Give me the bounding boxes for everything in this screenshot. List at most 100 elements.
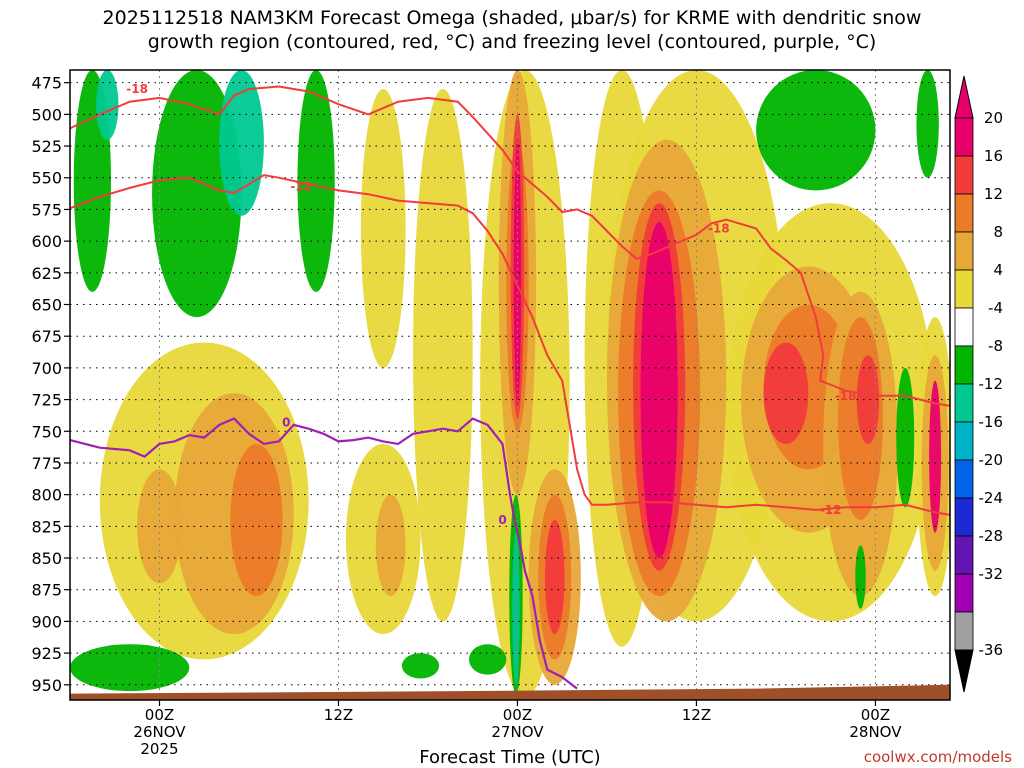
colorbar-label-10: -24	[979, 489, 1004, 507]
omega-region-teal-41	[512, 532, 520, 685]
omega-region-red-20	[545, 520, 565, 635]
y-tick-label-675: 675	[31, 327, 62, 346]
contour-lines	[70, 85, 950, 690]
y-tick-label-475: 475	[31, 74, 62, 93]
y-tick-label-825: 825	[31, 517, 62, 536]
colorbar-label-0: 20	[984, 109, 1003, 127]
contour-label-3: -18	[708, 221, 730, 235]
x-tick-date-4: 28NOV	[849, 723, 902, 741]
colorbar-swatch-3	[954, 231, 974, 271]
y-axis: 475 500 525 550 575 600 625 650 675 700 725 750 775 8…	[31, 74, 70, 695]
colorbar-swatch-11	[954, 535, 974, 575]
colorbar-label-6: -8	[988, 337, 1003, 355]
omega-region-green-35	[916, 70, 939, 178]
omega-region-red-30	[763, 342, 809, 444]
colorbar-swatch-8	[954, 421, 974, 461]
colorbar-label-12: -32	[979, 565, 1004, 583]
y-tick-label-775: 775	[31, 454, 62, 473]
omega-region-green-42	[855, 545, 866, 609]
contour-label-1: -12	[290, 180, 312, 194]
y-tick-label-550: 550	[31, 169, 62, 188]
terrain-band	[70, 683, 950, 700]
y-tick-label-650: 650	[31, 296, 62, 315]
colorbar-label-11: -28	[979, 527, 1004, 545]
contour-label-2: 0	[282, 415, 290, 429]
colorbar-swatch-1	[954, 155, 974, 195]
x-tick-label-4: 00Z	[861, 706, 890, 724]
colorbar-top-arrow	[954, 75, 974, 119]
contour-line-0	[70, 85, 950, 407]
terrain-fill	[70, 683, 950, 700]
omega-region-teal-1	[96, 70, 119, 140]
omega-region-green-39	[896, 367, 915, 508]
plot-frame	[69, 69, 951, 701]
omega-region-green-43	[70, 644, 190, 692]
y-tick-label-600: 600	[31, 232, 62, 251]
y-tick-label-575: 575	[31, 200, 62, 219]
x-tick-label-0: 00Z	[145, 706, 174, 724]
colorbar-swatch-0	[954, 117, 974, 157]
omega-region-green-45	[468, 644, 507, 675]
y-tick-label-925: 925	[31, 644, 62, 663]
omega-region-yellow-9	[360, 89, 406, 368]
omega-region-magenta-17	[513, 139, 522, 406]
x-tick-date-0: 26NOV	[133, 723, 186, 741]
contour-label-5: -12	[820, 503, 842, 517]
omega-region-green-44	[401, 653, 440, 679]
omega-region-red-33	[856, 355, 880, 444]
omega-region-green-34	[756, 70, 876, 191]
colorbar-label-8: -16	[979, 413, 1004, 431]
colorbar-bottom-arrow	[954, 649, 974, 693]
omega-region-green-2	[152, 70, 242, 318]
contour-line-1	[70, 174, 950, 516]
y-tick-label-750: 750	[31, 422, 62, 441]
y-tick-label-625: 625	[31, 264, 62, 283]
credit-text[interactable]: coolwx.com/models	[864, 748, 1012, 766]
x-tick-label-3: 12Z	[682, 706, 711, 724]
colorbar-label-4: 4	[993, 261, 1003, 279]
colorbar-label-5: -4	[988, 299, 1003, 317]
omega-region-green-4	[297, 70, 335, 292]
colorbar-swatch-12	[954, 573, 974, 613]
contour-line-2	[70, 417, 578, 690]
colorbar-swatch-7	[954, 383, 974, 423]
colorbar-label-13: -36	[979, 641, 1004, 659]
colorbar-label-1: 16	[984, 147, 1003, 165]
y-tick-label-875: 875	[31, 581, 62, 600]
x-tick-label-2: 00Z	[503, 706, 532, 724]
colorbar-swatch-13	[954, 611, 974, 651]
omega-region-teal-3	[219, 70, 264, 216]
x-tick-year-0: 2025	[140, 740, 178, 758]
y-tick-label-725: 725	[31, 391, 62, 410]
contour-label-0: -18	[126, 82, 148, 96]
colorbar-swatch-4	[954, 269, 974, 309]
x-axis-label: Forecast Time (UTC)	[419, 747, 600, 768]
y-tick-label-800: 800	[31, 486, 62, 505]
colorbar-swatch-5	[954, 307, 974, 347]
x-tick-label-1: 12Z	[324, 706, 353, 724]
y-tick-label-950: 950	[31, 676, 62, 695]
colorbar: 20 16 12 8 4 -4 -8 -12 -16 -20 -24 -28 -32 -36	[954, 75, 1004, 693]
omega-region-magenta-38	[929, 380, 942, 533]
contour-label-6: 0	[498, 513, 506, 527]
colorbar-label-7: -12	[979, 375, 1004, 393]
y-tick-label-850: 850	[31, 549, 62, 568]
colorbar-label-9: -20	[979, 451, 1004, 469]
colorbar-swatch-9	[954, 459, 974, 499]
omega-region-orange-7	[230, 443, 283, 597]
colorbar-label-3: 8	[993, 223, 1003, 241]
colorbar-swatch-6	[954, 345, 974, 385]
y-tick-label-900: 900	[31, 612, 62, 631]
chart-title-line2: growth region (contoured, red, °C) and f…	[148, 31, 877, 53]
colorbar-label-2: 12	[984, 185, 1003, 203]
omega-region-magenta-26	[640, 222, 678, 559]
omega-region-yellow-10	[413, 89, 473, 622]
colorbar-swatch-10	[954, 497, 974, 537]
contour-labels: -18 -12 0 -18 -18 -12 0	[126, 82, 856, 527]
y-tick-label-500: 500	[31, 105, 62, 124]
y-tick-label-525: 525	[31, 137, 62, 156]
y-tick-label-700: 700	[31, 359, 62, 378]
omega-region-gold-12	[375, 494, 406, 597]
